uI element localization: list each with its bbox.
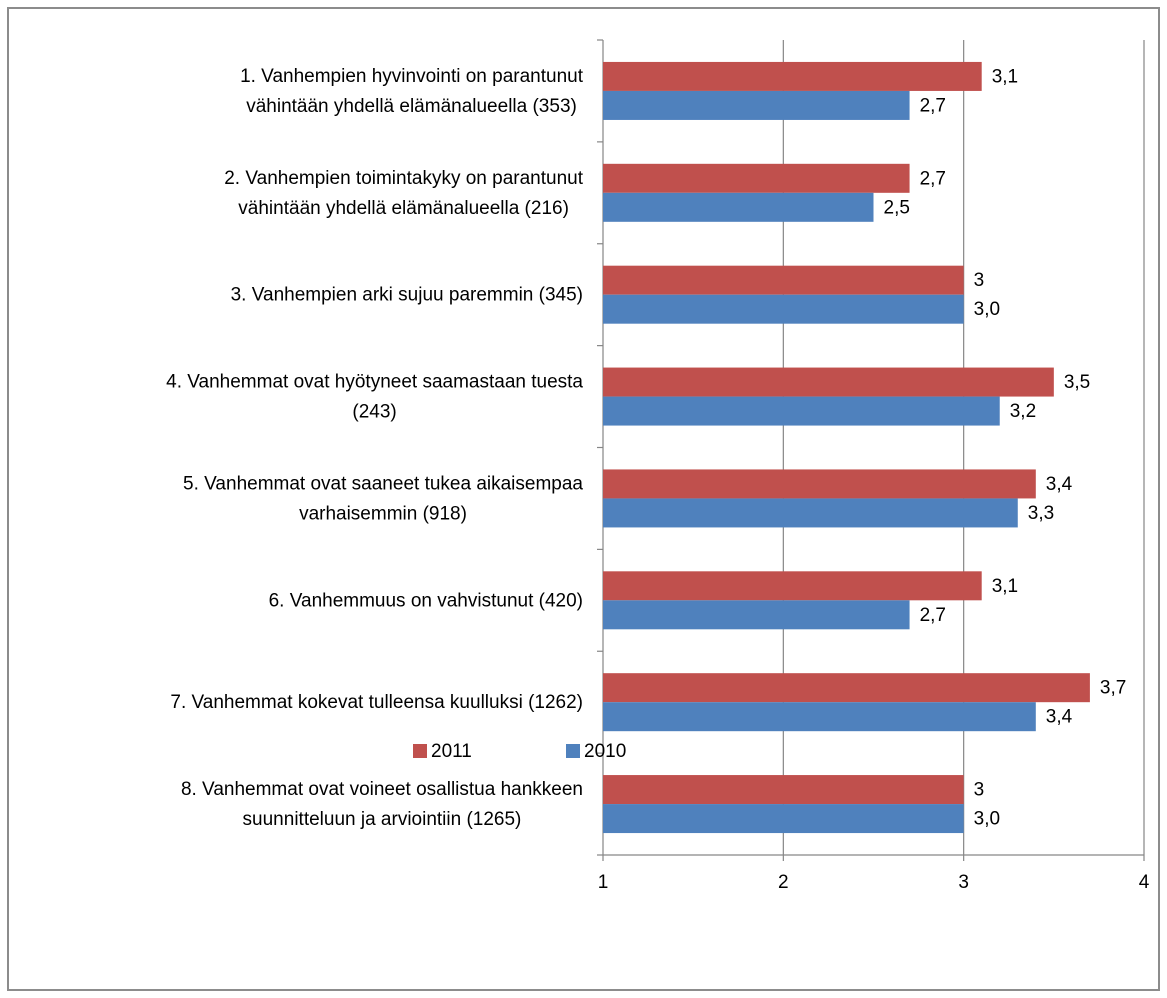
category-label: 2. Vanhempien toimintakyky on parantunut…: [224, 168, 583, 219]
value-label: 3,4: [1046, 474, 1073, 495]
category-label: 6. Vanhemmuus on vahvistunut (420): [269, 590, 583, 611]
bar: [603, 396, 1000, 426]
x-tick-label: 1: [598, 872, 609, 893]
legend-label: 2011: [431, 741, 472, 762]
category-label: 5. Vanhemmat ovat saaneet tukea aikaisem…: [183, 473, 583, 524]
value-label: 2,5: [884, 197, 910, 218]
value-label: 2,7: [920, 168, 946, 189]
bar: [603, 265, 964, 295]
value-label: 3: [974, 270, 985, 291]
value-label: 2,7: [920, 95, 946, 116]
x-tick-label: 4: [1139, 872, 1150, 893]
category-label: 7. Vanhemmat kokevat tulleensa kuulluksi…: [170, 692, 583, 713]
bar: [603, 673, 1090, 703]
bar: [603, 600, 910, 630]
bar: [603, 294, 964, 324]
bar: [603, 367, 1054, 397]
value-label: 3,5: [1064, 372, 1090, 393]
value-label: 3,2: [1010, 401, 1036, 422]
value-label: 3,1: [992, 576, 1018, 597]
value-label: 3,0: [974, 809, 1000, 830]
bar: [603, 469, 1036, 499]
category-label: 1. Vanhempien hyvinvointi on parantunut v…: [240, 66, 584, 117]
value-label: 3,7: [1100, 678, 1126, 699]
bar: [603, 702, 1036, 732]
x-tick-label: 2: [778, 872, 789, 893]
bar: [603, 61, 982, 91]
value-label: 3,4: [1046, 707, 1073, 728]
value-label: 3,3: [1028, 503, 1054, 524]
value-label: 3,1: [992, 66, 1018, 87]
bar: [603, 192, 874, 222]
value-label: 3: [974, 780, 985, 801]
legend-swatch: [413, 744, 427, 758]
bar: [603, 90, 910, 120]
category-label: 3. Vanhempien arki sujuu paremmin (345): [231, 285, 583, 306]
x-tick-label: 3: [958, 872, 969, 893]
bar: [603, 163, 910, 193]
bar: [603, 775, 964, 805]
category-label: 4. Vanhemmat ovat hyötyneet saamastaan t…: [166, 372, 583, 423]
bar: [603, 804, 964, 834]
bar: [603, 571, 982, 601]
legend-label: 2010: [584, 741, 626, 762]
category-label: 8. Vanhemmat ovat voineet osallistua han…: [181, 779, 583, 830]
bar: [603, 498, 1018, 528]
legend-swatch: [566, 744, 580, 758]
value-label: 2,7: [920, 605, 946, 626]
value-label: 3,0: [974, 299, 1000, 320]
